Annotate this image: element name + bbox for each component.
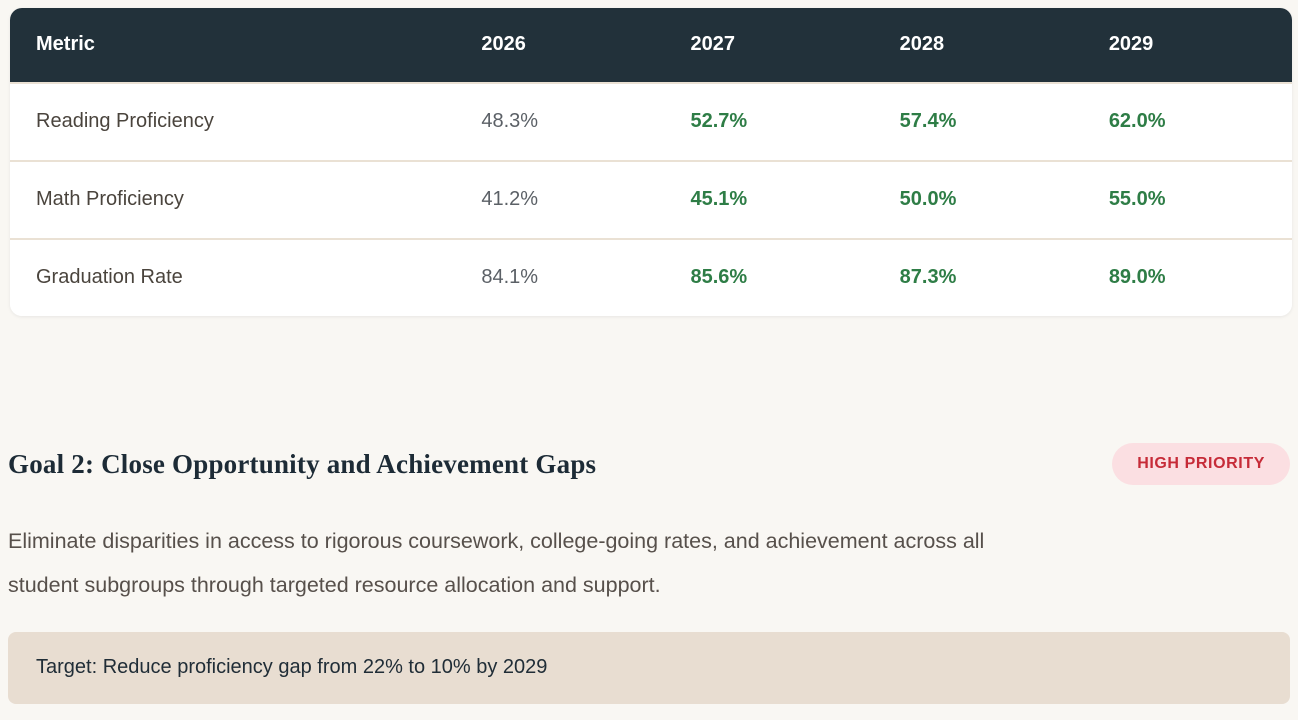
column-header-2029: 2029	[1082, 8, 1292, 82]
metric-cell: Graduation Rate	[10, 238, 456, 316]
column-header-2028: 2028	[873, 8, 1083, 82]
value-cell: 55.0%	[1082, 160, 1292, 238]
header-row: Metric 2026 2027 2028 2029	[10, 8, 1292, 82]
goal-description: Eliminate disparities in access to rigor…	[8, 529, 985, 597]
column-header-metric: Metric	[10, 8, 456, 82]
metric-cell: Math Proficiency	[10, 160, 456, 238]
value-cell: 50.0%	[873, 160, 1083, 238]
column-header-2027: 2027	[664, 8, 874, 82]
goal-title: Goal 2: Close Opportunity and Achievemen…	[8, 448, 597, 479]
value-cell: 85.6%	[664, 238, 874, 316]
metrics-table: Metric 2026 2027 2028 2029 Reading Profi…	[10, 8, 1292, 316]
metrics-table-header: Metric 2026 2027 2028 2029	[10, 8, 1292, 82]
value-cell: 52.7%	[664, 82, 874, 160]
value-cell: 45.1%	[664, 160, 874, 238]
value-cell: 84.1%	[455, 238, 665, 316]
metric-cell: Reading Proficiency	[10, 82, 456, 160]
value-cell: 62.0%	[1082, 82, 1292, 160]
metrics-table-body: Reading Proficiency 48.3% 52.7% 57.4% 62.0% M…	[10, 82, 1292, 316]
target-box: Target: Reduce proficiency gap from 22% …	[8, 632, 1290, 704]
table-row: Reading Proficiency 48.3% 52.7% 57.4% 62.0%	[10, 82, 1292, 160]
table-row: Graduation Rate 84.1% 85.6% 87.3% 89.0%	[10, 238, 1292, 316]
value-cell: 57.4%	[873, 82, 1083, 160]
value-cell: 48.3%	[455, 82, 665, 160]
strategic-plan-page: Metric 2026 2027 2028 2029 Reading Profi…	[8, 8, 1292, 704]
value-cell: 87.3%	[873, 238, 1083, 316]
column-header-2026: 2026	[455, 8, 665, 82]
table-row: Math Proficiency 41.2% 45.1% 50.0% 55.0%	[10, 160, 1292, 238]
target-text: Target: Reduce proficiency gap from 22% …	[36, 656, 548, 678]
priority-badge: HIGH PRIORITY	[1112, 443, 1290, 485]
value-cell: 41.2%	[455, 160, 665, 238]
value-cell: 89.0%	[1082, 238, 1292, 316]
goal-header: Goal 2: Close Opportunity and Achievemen…	[8, 443, 1290, 485]
